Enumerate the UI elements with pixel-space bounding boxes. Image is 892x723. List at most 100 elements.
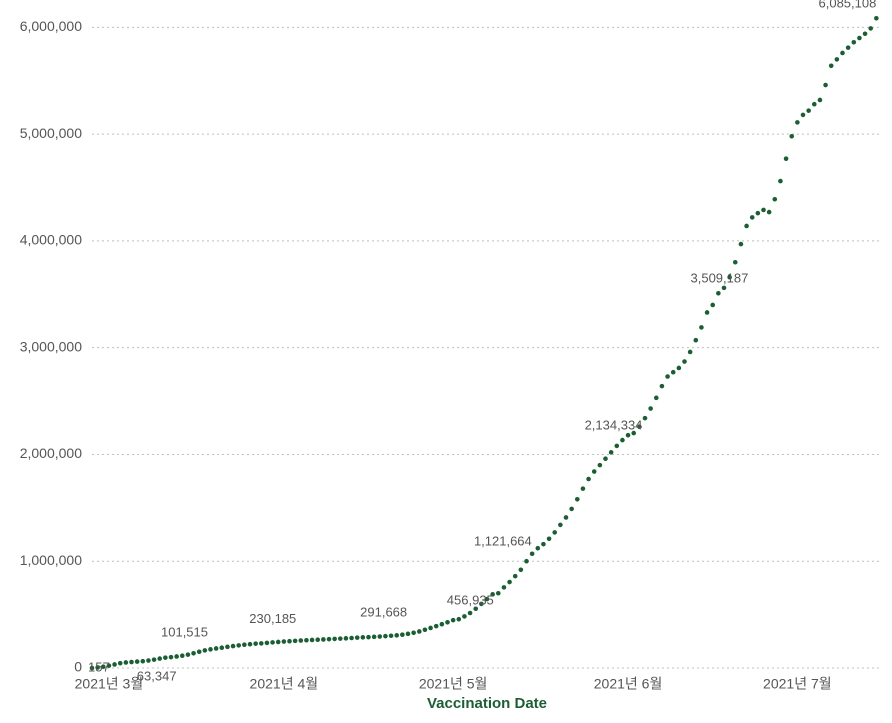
data-point xyxy=(355,635,360,640)
x-tick-label: 2021년 3월 xyxy=(75,675,144,691)
data-point xyxy=(581,486,586,491)
x-tick-label: 2021년 4월 xyxy=(250,675,319,691)
data-point xyxy=(806,108,811,113)
data-point xyxy=(140,659,145,664)
data-label: 101,515 xyxy=(161,625,208,640)
grid xyxy=(92,27,882,668)
data-point xyxy=(620,438,625,443)
data-point xyxy=(428,626,433,631)
data-point xyxy=(377,634,382,639)
data-point xyxy=(688,350,693,355)
data-point xyxy=(231,644,236,649)
data-point xyxy=(857,36,862,41)
data-point xyxy=(660,384,665,389)
data-point xyxy=(124,660,129,665)
data-point xyxy=(750,215,755,220)
x-tick-label: 2021년 7월 xyxy=(763,675,832,691)
data-point xyxy=(609,450,614,455)
data-point xyxy=(818,98,823,103)
data-point xyxy=(812,102,817,107)
data-point xyxy=(665,374,670,379)
data-label: 1,121,664 xyxy=(474,534,532,549)
data-point xyxy=(558,523,563,528)
data-point xyxy=(242,642,247,647)
data-point xyxy=(310,638,315,643)
data-point xyxy=(654,396,659,401)
data-point xyxy=(547,537,552,542)
data-point xyxy=(186,652,191,657)
data-point xyxy=(535,546,540,551)
data-point xyxy=(733,260,738,265)
data-point xyxy=(569,507,574,512)
data-point xyxy=(214,646,219,651)
data-point xyxy=(372,635,377,640)
data-point xyxy=(406,632,411,637)
data-point xyxy=(524,559,529,564)
data-label: 157 xyxy=(88,659,110,674)
data-point xyxy=(693,338,698,343)
data-point xyxy=(603,456,608,461)
x-axis-title: Vaccination Date xyxy=(427,695,547,712)
data-point xyxy=(411,630,416,635)
series-dots xyxy=(90,16,879,670)
data-point xyxy=(129,660,134,665)
data-label: 63,347 xyxy=(137,669,177,684)
data-point xyxy=(722,286,727,291)
data-label: 291,668 xyxy=(360,604,407,619)
data-point xyxy=(767,210,772,215)
y-axis-ticks: 01,000,0002,000,0003,000,0004,000,0005,0… xyxy=(20,18,83,675)
data-labels: 15763,347101,515230,185291,668456,9351,1… xyxy=(88,0,876,684)
data-point xyxy=(259,641,264,646)
data-point xyxy=(112,662,117,667)
data-point xyxy=(208,647,213,652)
y-tick-label: 6,000,000 xyxy=(20,18,82,34)
data-point xyxy=(507,580,512,585)
data-point xyxy=(197,649,202,654)
data-point xyxy=(586,477,591,482)
data-point xyxy=(823,83,828,88)
data-point xyxy=(519,567,524,572)
data-point xyxy=(502,585,507,590)
data-point xyxy=(332,637,337,642)
data-point xyxy=(846,45,851,50)
data-point xyxy=(366,635,371,640)
data-point xyxy=(400,632,405,637)
data-point xyxy=(744,224,749,229)
data-point xyxy=(795,120,800,125)
vaccination-chart: 01,000,0002,000,0003,000,0004,000,0005,0… xyxy=(0,0,892,723)
data-point xyxy=(541,542,546,547)
data-label: 456,935 xyxy=(447,593,494,608)
data-point xyxy=(152,657,157,662)
data-point xyxy=(293,639,298,644)
data-point xyxy=(468,611,473,616)
data-point xyxy=(462,614,467,619)
data-point xyxy=(321,637,326,642)
y-tick-label: 2,000,000 xyxy=(20,445,82,461)
data-point xyxy=(135,659,140,664)
data-point xyxy=(163,655,168,660)
y-tick-label: 4,000,000 xyxy=(20,232,82,248)
data-point xyxy=(157,656,162,661)
data-point xyxy=(705,310,710,315)
data-point xyxy=(699,325,704,330)
data-point xyxy=(434,624,439,629)
data-point xyxy=(225,645,230,650)
data-point xyxy=(575,497,580,502)
data-point xyxy=(835,57,840,62)
data-point xyxy=(349,636,354,641)
data-point xyxy=(180,653,185,658)
data-point xyxy=(682,359,687,364)
data-point xyxy=(248,642,253,647)
data-point xyxy=(270,640,275,645)
data-point xyxy=(840,51,845,56)
data-point xyxy=(739,242,744,247)
data-point xyxy=(304,638,309,643)
data-point xyxy=(169,655,174,660)
data-point xyxy=(361,635,366,640)
data-point xyxy=(118,661,123,666)
data-point xyxy=(338,636,343,641)
data-point xyxy=(327,637,332,642)
data-point xyxy=(253,641,258,646)
data-point xyxy=(451,618,456,623)
data-point xyxy=(298,638,303,643)
